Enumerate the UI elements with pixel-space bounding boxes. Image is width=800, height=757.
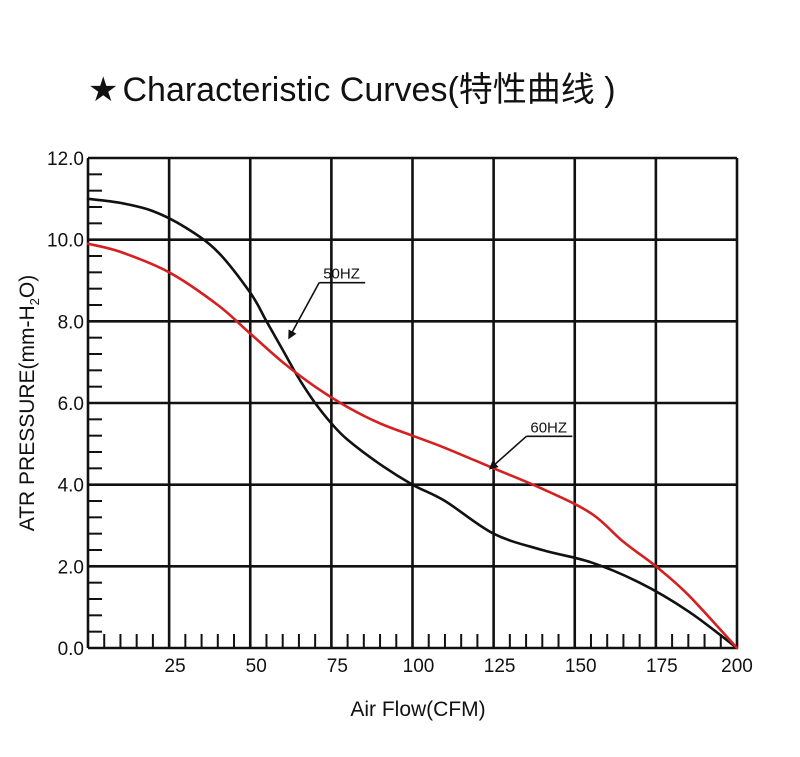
annotation-arrow — [488, 435, 527, 470]
series-line-60hz — [86, 242, 739, 650]
annotations: 50HZ 60HZ — [288, 266, 573, 470]
y-tick-labels: 0.0 2.0 4.0 6.0 8.0 10.0 12.0 — [47, 149, 84, 660]
y-tick-label-4-0: 4.0 — [58, 476, 84, 497]
series-lines — [86, 197, 739, 650]
grid — [86, 156, 739, 650]
x-tick-label-100: 100 — [403, 656, 435, 677]
x-tick-label-25: 25 — [165, 656, 186, 677]
x-tick-label-175: 175 — [646, 656, 678, 677]
y-tick-label-0-0: 0.0 — [58, 639, 84, 660]
y-tick-label-12-0: 12.0 — [47, 149, 84, 170]
x-tick-label-50: 50 — [246, 656, 267, 677]
chart-title: ★ Characteristic Curves(特性曲线 ) — [88, 71, 616, 109]
x-tick-label-125: 125 — [484, 656, 516, 677]
y-tick-label-6-0: 6.0 — [58, 394, 84, 415]
y-tick-label-10-0: 10.0 — [47, 231, 84, 252]
annotation-label-50hz: 50HZ — [323, 266, 360, 283]
annotation-label-60hz: 60HZ — [530, 419, 567, 436]
x-axis-label: Air Flow(CFM) — [350, 698, 485, 721]
y-axis-label: ATR PRESSURE(mm-H2O) — [16, 275, 42, 532]
annotation-arrow — [288, 282, 320, 340]
series-line-50hz — [86, 197, 739, 650]
x-tick-label-200: 200 — [721, 656, 753, 677]
x-tick-label-75: 75 — [327, 656, 348, 677]
minor-ticks — [88, 173, 722, 648]
x-tick-label-150: 150 — [565, 656, 597, 677]
title-star-icon: ★ — [88, 71, 118, 109]
y-tick-label-8-0: 8.0 — [58, 312, 84, 333]
y-tick-label-2-0: 2.0 — [58, 557, 84, 578]
x-tick-labels: 25 50 75 100 125 150 175 200 — [165, 656, 753, 677]
